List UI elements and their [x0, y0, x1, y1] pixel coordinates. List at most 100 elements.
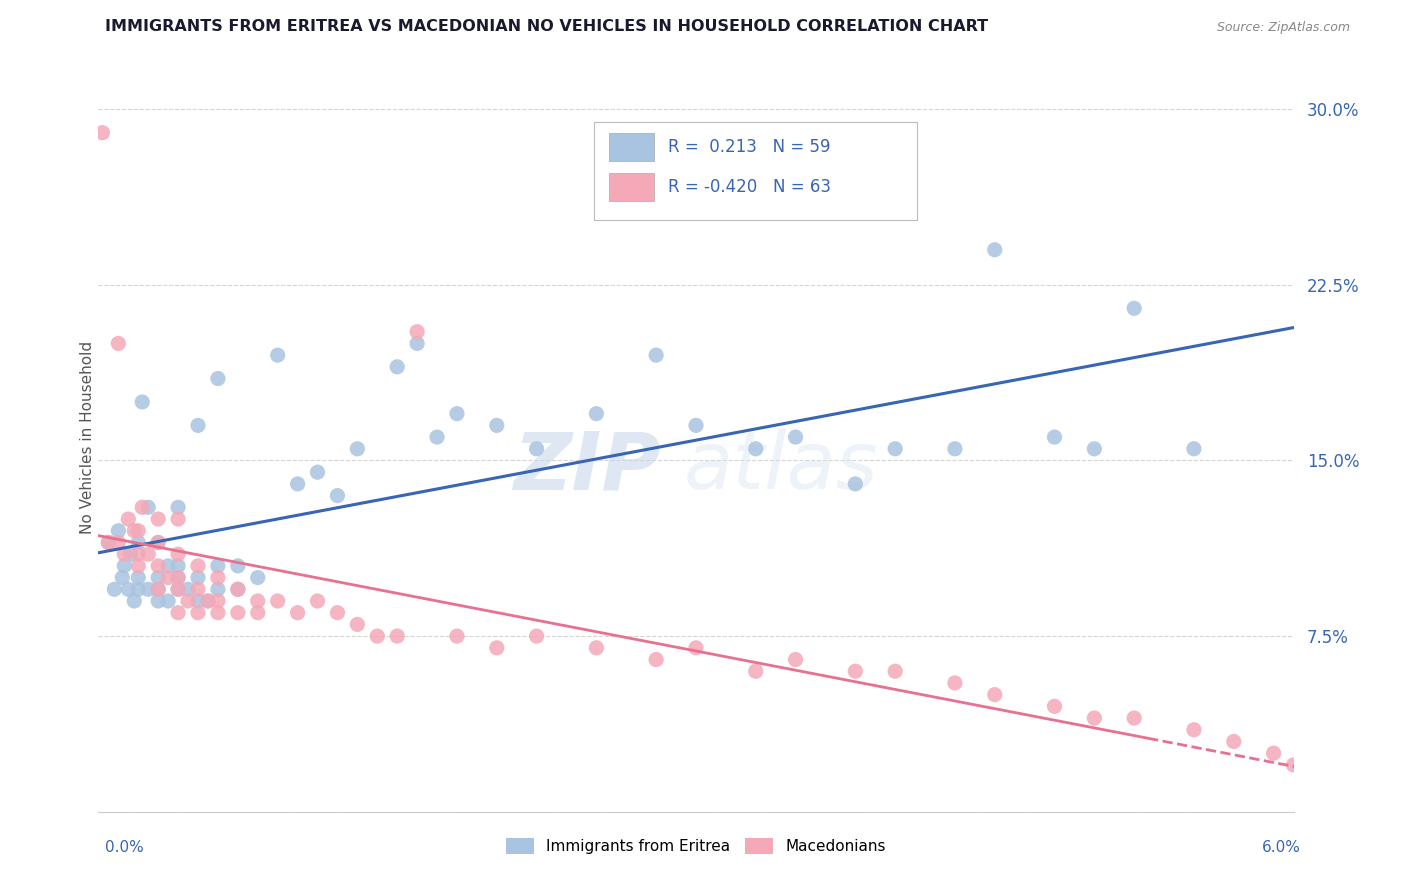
Point [127, 535, 149, 549]
Point [167, 512, 190, 526]
Y-axis label: No Vehicles in Household: No Vehicles in Household [80, 341, 94, 533]
Point [645, 652, 668, 666]
Point [307, 465, 329, 479]
Text: R =  0.213   N = 59: R = 0.213 N = 59 [668, 138, 831, 156]
Point [485, 640, 508, 655]
Point [406, 325, 429, 339]
Point [226, 582, 249, 597]
Point [1223, 734, 1246, 748]
Point [148, 594, 170, 608]
Point [187, 606, 209, 620]
Point [645, 348, 668, 362]
Point [131, 500, 153, 515]
Point [745, 442, 768, 456]
Point [785, 652, 807, 666]
Text: 0.0%: 0.0% [105, 840, 145, 855]
Point [844, 664, 866, 679]
Point [246, 571, 269, 585]
Point [187, 558, 209, 573]
Point [366, 629, 388, 643]
Point [136, 547, 159, 561]
Point [406, 336, 429, 351]
Point [1322, 793, 1344, 807]
Point [226, 558, 249, 573]
Text: R = -0.420   N = 63: R = -0.420 N = 63 [668, 178, 831, 196]
Text: ZIP: ZIP [513, 428, 661, 506]
Point [107, 535, 129, 549]
Point [385, 629, 409, 643]
Point [1282, 758, 1305, 772]
Point [111, 571, 134, 585]
Point [246, 606, 269, 620]
Point [426, 430, 449, 444]
Point [685, 640, 707, 655]
Point [1263, 746, 1285, 760]
Point [148, 582, 170, 597]
Point [884, 442, 907, 456]
Point [197, 594, 219, 608]
Point [207, 558, 229, 573]
Point [745, 664, 768, 679]
Point [167, 582, 190, 597]
Point [446, 407, 468, 421]
Point [112, 547, 135, 561]
Point [124, 524, 146, 538]
Point [107, 524, 129, 538]
Point [943, 676, 966, 690]
Point [326, 489, 349, 503]
Point [107, 336, 129, 351]
Point [187, 594, 209, 608]
Point [984, 243, 1007, 257]
Point [207, 594, 229, 608]
Point [207, 582, 229, 597]
Point [148, 535, 170, 549]
Point [246, 594, 269, 608]
Point [585, 407, 607, 421]
Point [177, 582, 200, 597]
Point [148, 535, 170, 549]
Point [207, 571, 229, 585]
Point [157, 558, 180, 573]
Point [1123, 301, 1146, 316]
Point [685, 418, 707, 433]
Point [984, 688, 1007, 702]
Point [1083, 442, 1105, 456]
Point [1123, 711, 1146, 725]
Point [1083, 711, 1105, 725]
Text: Source: ZipAtlas.com: Source: ZipAtlas.com [1216, 21, 1350, 34]
Point [267, 594, 290, 608]
Point [117, 512, 139, 526]
Point [485, 418, 508, 433]
Point [187, 571, 209, 585]
Point [307, 594, 329, 608]
Point [167, 606, 190, 620]
Point [177, 594, 200, 608]
Legend: Immigrants from Eritrea, Macedonians: Immigrants from Eritrea, Macedonians [501, 831, 891, 860]
Point [207, 371, 229, 385]
Point [207, 606, 229, 620]
Point [167, 547, 190, 561]
Point [127, 558, 149, 573]
Point [136, 582, 159, 597]
Point [91, 126, 114, 140]
Point [226, 606, 249, 620]
Point [346, 617, 368, 632]
Point [167, 571, 190, 585]
Point [943, 442, 966, 456]
FancyBboxPatch shape [595, 122, 917, 219]
Point [197, 594, 219, 608]
Point [157, 571, 180, 585]
Point [127, 524, 149, 538]
Text: IMMIGRANTS FROM ERITREA VS MACEDONIAN NO VEHICLES IN HOUSEHOLD CORRELATION CHART: IMMIGRANTS FROM ERITREA VS MACEDONIAN NO… [105, 20, 988, 34]
Point [127, 571, 149, 585]
Point [1182, 723, 1205, 737]
Point [226, 582, 249, 597]
Point [287, 476, 309, 491]
FancyBboxPatch shape [609, 172, 654, 201]
Point [157, 594, 180, 608]
Point [1043, 699, 1066, 714]
Point [103, 582, 125, 597]
Point [267, 348, 290, 362]
Point [526, 629, 548, 643]
Point [148, 558, 170, 573]
